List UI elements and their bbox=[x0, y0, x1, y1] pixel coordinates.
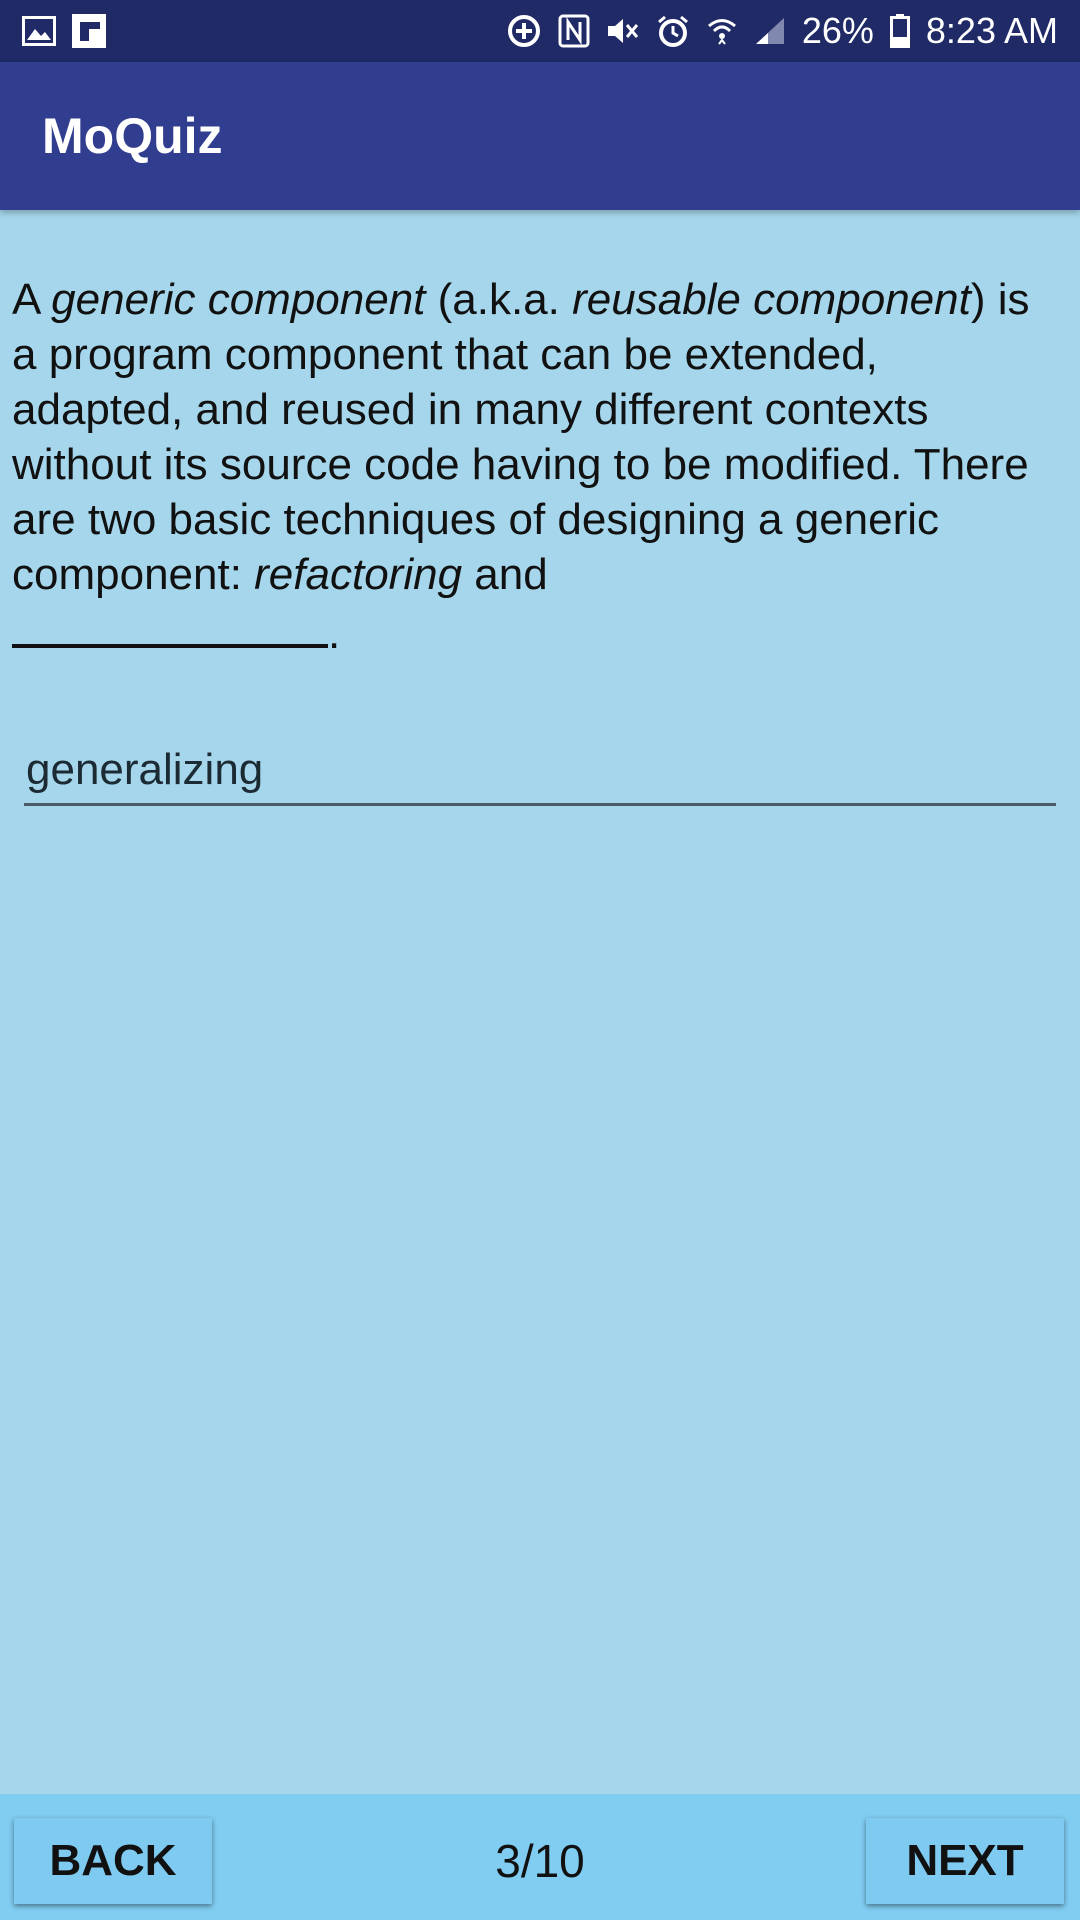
question-part-3: ) is a program component that can be ext… bbox=[12, 275, 1030, 599]
answer-blank bbox=[12, 602, 328, 648]
question-progress: 3/10 bbox=[495, 1835, 585, 1887]
mute-icon bbox=[606, 15, 640, 47]
flipboard-icon bbox=[72, 14, 106, 48]
nfc-icon bbox=[558, 14, 590, 48]
alarm-icon bbox=[656, 14, 690, 48]
question-part-1: A bbox=[12, 275, 52, 324]
question-part-4: and bbox=[462, 550, 548, 599]
app-bar: MoQuiz bbox=[0, 62, 1080, 210]
question-term-reusable-component: reusable component bbox=[572, 275, 971, 324]
clock: 8:23 AM bbox=[925, 10, 1058, 51]
status-bar: 26% 8:23 AM bbox=[0, 0, 1080, 62]
app-title: MoQuiz bbox=[42, 108, 223, 164]
answer-field-wrapper bbox=[24, 740, 1056, 806]
question-text: A generic component (a.k.a. reusable com… bbox=[12, 272, 1052, 661]
data-saver-icon bbox=[506, 13, 542, 49]
question-term-refactoring: refactoring bbox=[254, 550, 463, 599]
gallery-icon bbox=[22, 16, 56, 46]
next-button[interactable]: NEXT bbox=[866, 1818, 1064, 1904]
back-button[interactable]: BACK bbox=[14, 1818, 212, 1904]
question-term-generic-component: generic component bbox=[51, 275, 426, 324]
bottom-bar: BACK NEXT bbox=[0, 1794, 1080, 1920]
answer-input[interactable] bbox=[24, 740, 1056, 800]
battery-percent: 26% bbox=[801, 10, 874, 51]
signal-icon bbox=[754, 16, 786, 46]
wifi-icon bbox=[706, 15, 738, 47]
battery-icon bbox=[889, 14, 910, 48]
status-left bbox=[22, 14, 106, 48]
question-end: . bbox=[328, 609, 341, 658]
status-right: 26% 8:23 AM bbox=[506, 10, 1058, 52]
question-part-2: (a.k.a. bbox=[425, 275, 573, 324]
